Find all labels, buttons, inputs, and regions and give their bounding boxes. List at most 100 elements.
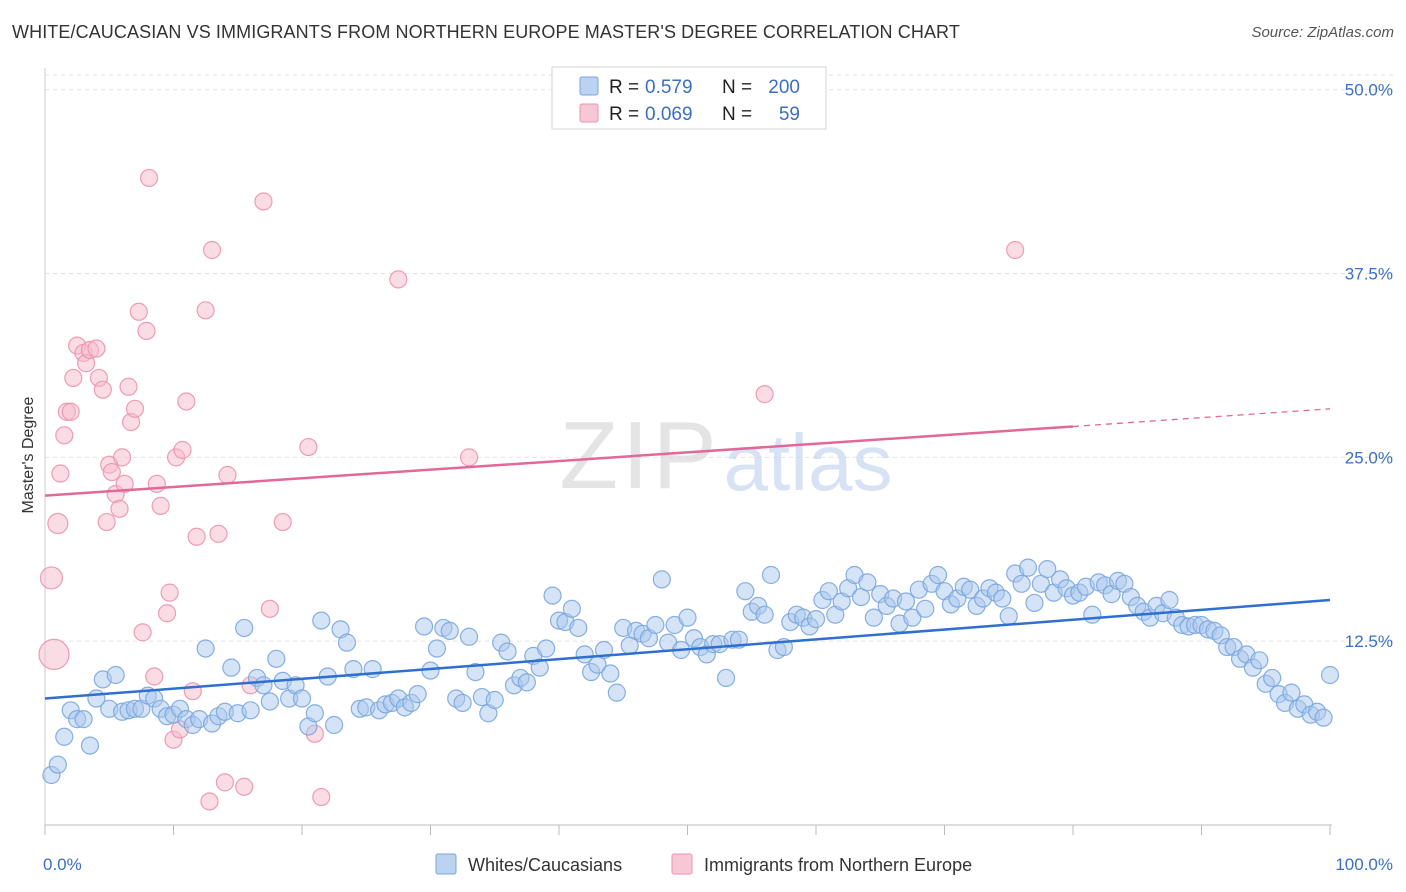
whites-point — [1320, 665, 1340, 685]
whites-point — [1025, 593, 1044, 613]
whites-point — [414, 617, 434, 636]
immigrants-point — [218, 465, 237, 485]
whites-point — [806, 610, 826, 629]
immigrants-point — [51, 464, 70, 483]
axes — [44, 68, 1332, 835]
tick-labels: 12.5% 25.0% 37.5% 50.0% 0.0% 100.0% — [43, 81, 1393, 874]
whites-point — [427, 639, 447, 658]
whites-point — [498, 642, 517, 661]
whites-point — [928, 565, 948, 585]
trend-line-whites — [44, 598, 1331, 700]
immigrants-point — [299, 437, 318, 457]
stats-r-value-2: 0.069 — [645, 104, 693, 125]
whites-point — [1250, 651, 1269, 670]
immigrants-point — [202, 240, 222, 260]
x-tick-label-0: 0.0% — [43, 855, 82, 874]
immigrants-point — [64, 368, 83, 388]
immigrants-point — [39, 566, 64, 590]
immigrants-point — [119, 377, 138, 396]
legend-swatch-immigrants — [671, 853, 693, 875]
stats-r-value-1: 0.579 — [645, 77, 693, 98]
x-tick-label-1: 100.0% — [1335, 855, 1393, 874]
whites-point — [222, 658, 241, 677]
whites-point — [241, 701, 260, 720]
whites-point — [916, 599, 935, 618]
whites-point — [517, 673, 536, 692]
immigrants-point — [260, 599, 279, 618]
immigrants-point — [102, 462, 121, 482]
whites-point — [755, 605, 774, 624]
immigrants-point — [151, 496, 170, 515]
stats-r-label-2: R = — [609, 104, 644, 125]
whites-point — [55, 727, 74, 746]
gridlines — [45, 74, 1393, 642]
whites-point — [48, 755, 67, 774]
immigrants-point — [755, 385, 774, 404]
whites-point — [196, 639, 215, 658]
whites-point — [1263, 668, 1282, 688]
immigrants-point — [173, 440, 192, 460]
series-legend: Whites/Caucasians Immigrants from Northe… — [435, 853, 972, 875]
whites-point — [80, 736, 100, 755]
immigrants-point — [389, 270, 408, 289]
whites-point — [453, 693, 472, 713]
immigrants-point — [93, 380, 112, 399]
immigrants-point — [209, 524, 228, 543]
whites-point — [537, 639, 556, 658]
whites-point — [305, 704, 324, 723]
immigrants-point — [196, 301, 215, 320]
whites-point — [459, 627, 479, 646]
source-label: Source: ZipAtlas.com — [1251, 24, 1394, 41]
whites-point — [1083, 605, 1102, 624]
watermark-atlas: atlas — [724, 418, 893, 507]
whites-point — [485, 690, 504, 710]
whites-point — [1282, 683, 1301, 702]
whites-point — [736, 582, 755, 601]
whites-point — [530, 658, 549, 677]
whites-point — [254, 676, 273, 695]
whites-point — [562, 599, 581, 618]
legend-label-immigrants: Immigrants from Northern Europe — [704, 855, 972, 875]
whites-point — [440, 621, 459, 640]
series-immigrants-points — [38, 168, 1025, 811]
immigrants-point — [133, 623, 152, 642]
immigrants-point — [273, 512, 292, 532]
immigrants-point — [215, 773, 234, 792]
y-tick-label-3: 50.0% — [1345, 81, 1393, 100]
immigrants-point — [38, 638, 70, 671]
whites-point — [325, 715, 344, 735]
immigrants-point — [157, 604, 177, 623]
stats-n-label-1: N = — [722, 77, 757, 98]
immigrants-point — [61, 402, 80, 421]
y-tick-label-0: 12.5% — [1345, 632, 1393, 651]
immigrants-point — [47, 512, 69, 535]
immigrants-point — [1006, 240, 1025, 260]
whites-point — [896, 592, 916, 611]
y-tick-label-1: 25.0% — [1345, 448, 1393, 467]
immigrants-point — [177, 392, 196, 411]
legend-label-whites: Whites/Caucasians — [468, 855, 622, 875]
stats-n-value-1: 200 — [768, 77, 800, 98]
whites-point — [312, 611, 331, 630]
whites-point — [601, 664, 620, 683]
whites-point — [543, 586, 562, 605]
immigrants-point — [183, 682, 202, 701]
chart-title: WHITE/CAUCASIAN VS IMMIGRANTS FROM NORTH… — [12, 22, 960, 42]
stats-n-value-2: 59 — [779, 104, 800, 125]
whites-point — [999, 607, 1018, 626]
immigrants-point — [200, 792, 219, 811]
whites-point — [652, 570, 671, 589]
whites-point — [1314, 708, 1333, 727]
whites-point — [292, 689, 312, 708]
whites-point — [408, 685, 427, 704]
immigrants-point — [87, 339, 106, 358]
whites-point — [761, 565, 781, 585]
whites-point — [607, 683, 626, 702]
whites-point — [646, 615, 665, 635]
immigrants-point — [129, 302, 148, 321]
legend-swatch-whites — [435, 853, 457, 875]
immigrants-point — [147, 474, 166, 493]
immigrants-point — [55, 426, 74, 445]
immigrants-point — [145, 667, 164, 686]
